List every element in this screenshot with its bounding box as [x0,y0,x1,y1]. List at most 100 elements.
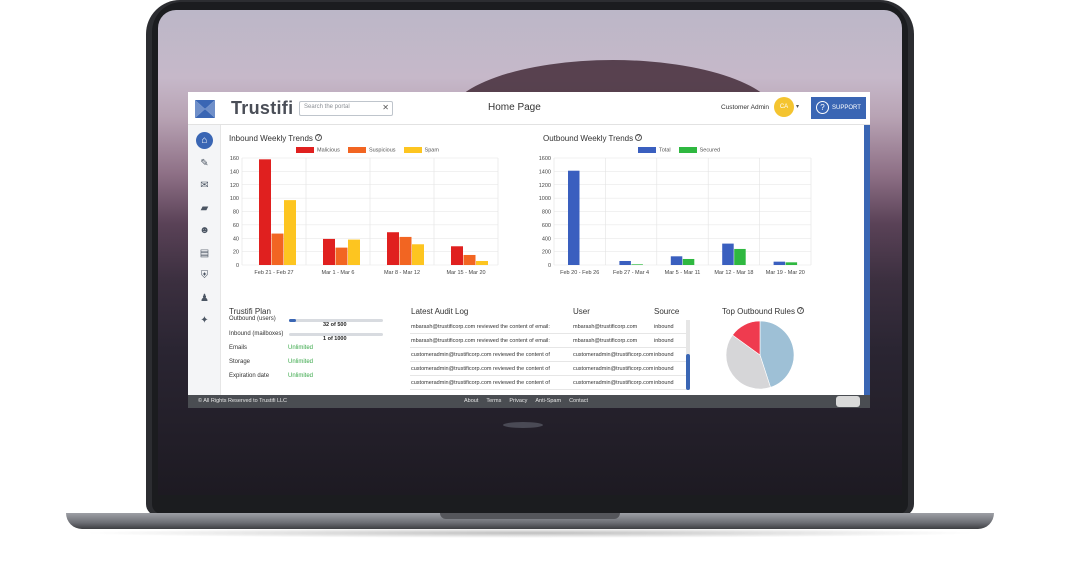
bar[interactable] [785,262,798,265]
x-tick-label: Mar 12 - Mar 18 [714,270,753,276]
users-icon[interactable]: ☻ [199,225,210,236]
app-window: Trustifi Search the portal ✕ Home Page C… [188,92,870,408]
chevron-down-icon[interactable]: ▾ [796,104,800,110]
y-tick-label: 100 [230,196,239,202]
page-title: Home Page [488,102,541,113]
bar[interactable] [399,236,412,265]
legend-label: Spam [424,147,439,154]
archive-icon[interactable]: ▤ [199,247,210,259]
audit-cell-log: mbarash@trustificorp.com reviewed the co… [411,338,550,344]
footer-link-privacy[interactable]: Privacy [509,398,528,404]
x-tick-label: Feb 27 - Mar 4 [613,270,649,276]
page-scrollbar[interactable] [864,125,870,395]
plan-row-value: Unlimited [288,359,314,365]
legend-swatch [347,147,366,153]
bar[interactable] [773,261,786,265]
x-tick-label: Mar 1 - Mar 6 [321,270,354,276]
bar[interactable] [259,159,271,265]
audit-cell-source: inbound [654,352,674,358]
table-row[interactable]: customeradmin@trustificorp.com reviewed … [410,376,686,390]
bar[interactable] [568,170,580,265]
audit-cell-source: inbound [654,338,674,344]
folder-icon[interactable]: ▰ [200,202,209,214]
outbound-chart: 0 200 400 600 800 1000 1200 1400 1600 Feb 20 - Fe… [539,156,812,276]
outbound-title-text: Outbound Weekly Trends [543,134,634,143]
search-input[interactable]: Search the portal ✕ [299,101,393,116]
bar[interactable] [284,200,296,265]
user-name[interactable]: Customer Admin [721,104,770,111]
bar[interactable] [734,248,746,265]
bar[interactable] [323,238,335,265]
legend-swatch [638,147,656,153]
audit-cell-user: mbarash@trustificorp.com [573,338,638,344]
handshake-icon[interactable]: ✦ [200,315,209,326]
compose-icon[interactable]: ✎ [200,157,209,169]
bar[interactable] [451,246,463,265]
rules-pie-chart [725,320,795,390]
legend-label: Malicious [317,147,340,154]
legend-swatch [403,147,422,153]
y-tick-label: 1200 [539,183,551,189]
audit-scrollbar-thumb[interactable] [686,354,690,390]
security-badge [836,396,860,407]
bar[interactable] [670,256,683,265]
legend-label: Total [659,147,671,154]
bar[interactable] [722,243,734,265]
close-icon[interactable]: ✕ [382,103,389,112]
trustifi-logo-icon[interactable] [195,100,215,118]
bar[interactable] [348,239,360,265]
inbound-legend: Malicious Suspicious Spam [296,147,439,153]
support-label: SUPPORT [832,105,861,111]
outbound-title: Outbound Weekly Trends? [543,134,643,143]
legend-item[interactable]: Suspicious [347,147,396,153]
avatar[interactable]: CA [774,97,794,117]
help-icon[interactable]: ? [635,134,643,141]
footer-link-contact[interactable]: Contact [569,398,589,404]
x-tick-label: Mar 19 - Mar 20 [766,270,805,276]
bar[interactable] [476,260,488,265]
help-icon[interactable]: ? [796,307,804,314]
plan-row-label: Emails [229,345,248,351]
audit-col-source: Source [654,307,680,316]
bar[interactable] [387,232,399,265]
envelope-icon[interactable]: ✉ [200,180,209,191]
admin-user-icon[interactable]: ♟ [200,292,209,304]
pie-slice[interactable] [732,320,761,356]
audit-col-user: User [573,307,590,316]
y-tick-label: 0 [548,263,551,269]
x-tick-label: Mar 5 - Mar 11 [665,270,701,276]
audit-cell-log: customeradmin@trustificorp.com reviewed … [411,366,550,372]
bar[interactable] [631,264,643,265]
footer-link-anti-spam[interactable]: Anti-Spam [535,398,562,404]
y-tick-label: 1000 [539,196,551,202]
table-row[interactable]: customeradmin@trustificorp.com reviewed … [410,362,686,376]
support-button[interactable]: ? SUPPORT [811,97,866,119]
legend-item[interactable]: Secured [678,147,720,153]
footer-link-about[interactable]: About [464,398,479,404]
bar[interactable] [619,260,631,265]
bar[interactable] [412,244,424,265]
bar[interactable] [271,233,284,265]
bar[interactable] [682,258,695,265]
home-icon[interactable]: ⌂ [196,132,213,149]
search-placeholder: Search the portal [304,104,350,110]
footer-link-terms[interactable]: Terms [486,398,502,404]
pie-slice[interactable] [725,334,771,390]
help-icon[interactable]: ? [314,134,322,141]
x-tick-label: Feb 21 - Feb 27 [254,270,293,276]
table-row[interactable]: customeradmin@trustificorp.com reviewed … [410,348,686,362]
table-row[interactable]: mbarash@trustificorp.com reviewed the co… [410,334,686,348]
bar[interactable] [463,254,476,265]
y-tick-label: 200 [542,250,551,256]
x-tick-label: Feb 20 - Feb 26 [560,270,599,276]
legend-item[interactable]: Total [638,147,671,153]
outbound-legend: Total Secured [638,147,720,153]
table-row[interactable]: mbarash@trustificorp.com reviewed the co… [410,320,686,334]
audit-cell-user: mbarash@trustificorp.com [573,324,638,330]
plan-row-value: Unlimited [288,345,314,351]
legend-item[interactable]: Malicious [296,147,340,153]
pie-slice[interactable] [759,320,795,388]
bar[interactable] [335,247,348,265]
shield-icon[interactable]: ⛨ [200,270,209,281]
legend-item[interactable]: Spam [403,147,439,154]
